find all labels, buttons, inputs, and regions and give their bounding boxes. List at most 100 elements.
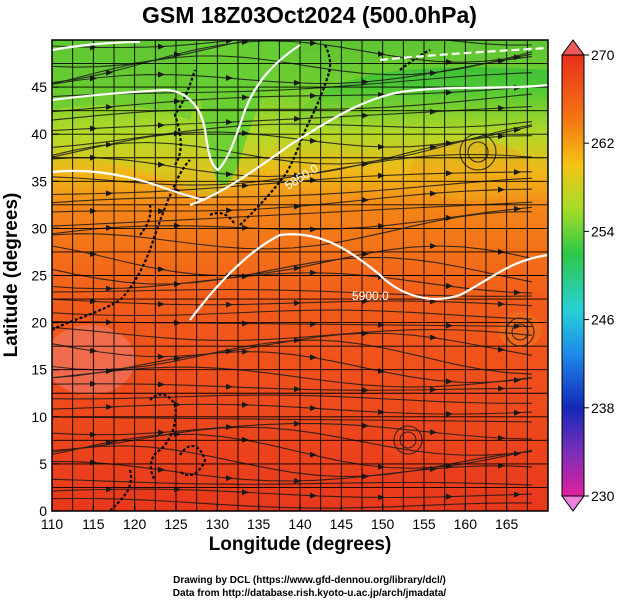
streamline: [52, 383, 533, 391]
flow-arrow: [378, 463, 385, 470]
flow-arrow: [226, 75, 233, 82]
flow-arrow: [446, 378, 453, 385]
flow-arrow: [362, 422, 369, 429]
flow-arrow: [294, 477, 301, 484]
flow-arrow: [498, 301, 505, 308]
flow-arrow: [362, 78, 369, 85]
flow-arrow: [242, 182, 249, 189]
flow-arrow: [226, 424, 233, 431]
streamline: [52, 177, 533, 205]
x-tick-label: 130: [206, 516, 230, 532]
flow-arrow: [446, 322, 453, 329]
flow-arrow: [362, 160, 369, 167]
streamline: [52, 40, 239, 49]
flow-arrow: [362, 196, 369, 203]
flow-arrow: [226, 348, 233, 355]
flow-arrow: [242, 273, 249, 280]
x-tick-label: 160: [454, 516, 478, 532]
flow-arrow: [362, 387, 369, 394]
flow-arrow: [106, 285, 113, 292]
streamline: [52, 497, 532, 509]
flow-arrow: [310, 226, 317, 233]
y-tick-label: 15: [31, 362, 47, 378]
flow-arrow: [242, 94, 249, 101]
flow-arrow: [226, 301, 233, 308]
streamline: [52, 288, 533, 297]
flow-arrow: [446, 89, 453, 96]
flow-arrow: [378, 321, 385, 328]
streamline: [52, 423, 533, 440]
flow-arrow: [362, 330, 369, 337]
flow-arrow: [106, 141, 113, 148]
flow-arrow: [158, 429, 165, 436]
flow-arrow: [310, 405, 317, 412]
flow-arrow: [430, 243, 437, 250]
flow-arrow: [158, 161, 165, 168]
streamline: [52, 478, 533, 486]
flow-arrow: [430, 465, 437, 472]
flow-arrow: [106, 190, 113, 197]
flow-arrow: [294, 115, 301, 122]
x-tick-label: 155: [412, 516, 436, 532]
x-tick-label: 165: [495, 516, 519, 532]
x-tick-label: 135: [247, 516, 271, 532]
flow-arrow: [310, 269, 317, 276]
streamline: [52, 326, 533, 341]
x-tick-label: 110: [41, 516, 64, 532]
flow-arrow: [226, 383, 233, 390]
flow-arrow: [430, 386, 437, 393]
streamline: [52, 201, 533, 227]
y-tick-label: 10: [31, 409, 47, 425]
x-tick-label: 120: [123, 516, 147, 532]
flow-arrow: [294, 172, 301, 179]
flow-arrow: [294, 265, 301, 272]
y-tick-label: 5: [39, 456, 47, 472]
flow-arrow: [430, 70, 437, 77]
streamline: [52, 394, 532, 404]
flow-arrow: [294, 420, 301, 427]
flow-arrow: [242, 224, 249, 231]
flow-arrow: [106, 104, 113, 111]
streamline: [52, 339, 533, 375]
flow-arrow: [446, 493, 453, 500]
flow-arrow: [498, 435, 505, 442]
flow-arrow: [514, 54, 521, 61]
flow-arrow: [310, 492, 317, 499]
colorbar-tick-label: 238: [591, 400, 615, 416]
temperature-field: [52, 40, 548, 511]
flow-arrow: [498, 385, 505, 392]
flow-arrow: [514, 491, 521, 498]
flow-arrow: [514, 289, 521, 296]
flow-arrow: [242, 401, 249, 408]
flow-arrow: [430, 429, 437, 436]
flow-arrow: [498, 57, 505, 64]
flow-arrow: [446, 170, 453, 177]
colorbar-tick-label: 246: [591, 312, 615, 328]
flow-arrow: [294, 386, 301, 393]
streamline: [52, 121, 533, 148]
flow-arrow: [226, 475, 233, 482]
flow-arrow: [446, 214, 453, 221]
flow-arrow: [158, 381, 165, 388]
flow-arrow: [106, 404, 113, 411]
flow-arrow: [106, 224, 113, 231]
flow-arrow: [514, 169, 521, 176]
x-tick-label: 145: [330, 516, 354, 532]
flow-arrow: [310, 92, 317, 99]
flow-arrow: [242, 130, 249, 137]
flow-arrow: [158, 122, 165, 129]
flow-arrow: [378, 50, 385, 57]
flow-arrow: [242, 320, 249, 327]
x-tick-label: 150: [371, 516, 395, 532]
flow-arrow: [362, 112, 369, 119]
flow-arrow: [514, 205, 521, 212]
y-tick-label: 45: [31, 79, 47, 95]
colorbar-tick-label: 254: [591, 223, 615, 239]
flow-arrow: [446, 411, 453, 418]
flow-arrow: [514, 450, 521, 457]
flow-arrow: [430, 143, 437, 150]
vortex-streamline: [511, 323, 529, 341]
x-tick-label: 115: [82, 516, 105, 532]
x-axis: 110 115 120 125 130 135 140 145 150 155 160 165: [41, 504, 519, 532]
